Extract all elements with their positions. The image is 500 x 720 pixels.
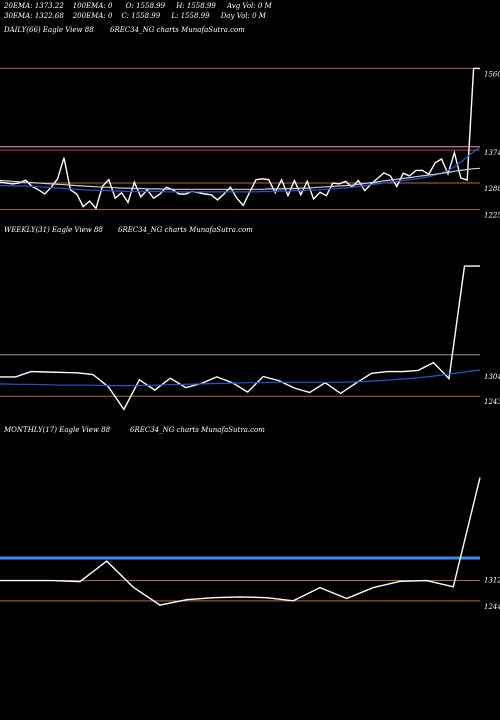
daily-y-tick-3: 1225 [484,212,500,220]
monthly-price-line [0,477,481,606]
monthly-title: MONTHLY(17) Eagle View 88 [4,426,111,434]
weekly-site: 6REC34_NG charts MunafaSutra.com [118,226,253,234]
weekly-price-line [0,265,480,411]
low-label: L: 1558.99 [171,12,210,20]
dayvol-label: Day Vol: 0 M [220,12,266,20]
daily-site: 6REC34_NG charts MunafaSutra.com [110,26,245,34]
daily-y-tick-1: 1374 [484,149,500,157]
weekly-y-tick-1: 1243 [484,398,500,406]
daily-y-tick-2: 1288 [484,185,500,193]
ema200-label: 200EMA: 0 [72,12,113,20]
daily-title: DAILY(66) Eagle View 88 [4,26,94,34]
avgvol-label: Avg Vol: 0 M [226,2,272,10]
daily-price-line [0,67,480,210]
daily-ema20-line [0,146,481,193]
weekly-y-tick-0: 1304 [484,373,500,381]
close-label: C: 1558.99 [121,12,161,20]
ema30-label: 30EMA: 1322.68 [4,12,64,20]
monthly-y-tick-1: 1244 [484,603,500,611]
daily-y-tick-0: 1560 [484,70,500,78]
open-label: O: 1558.99 [125,2,166,10]
monthly-site: 6REC34_NG charts MunafaSutra.com [130,426,265,434]
ema100-label: 100EMA: 0 [72,2,113,10]
high-label: H: 1558.99 [176,2,216,10]
ema20-label: 20EMA: 1373.22 [4,2,64,10]
weekly-title: WEEKLY(31) Eagle View 88 [4,226,103,234]
weekly-ema-line [0,369,481,387]
daily-ema30-line [0,167,481,190]
monthly-y-tick-0: 1312 [484,576,500,584]
